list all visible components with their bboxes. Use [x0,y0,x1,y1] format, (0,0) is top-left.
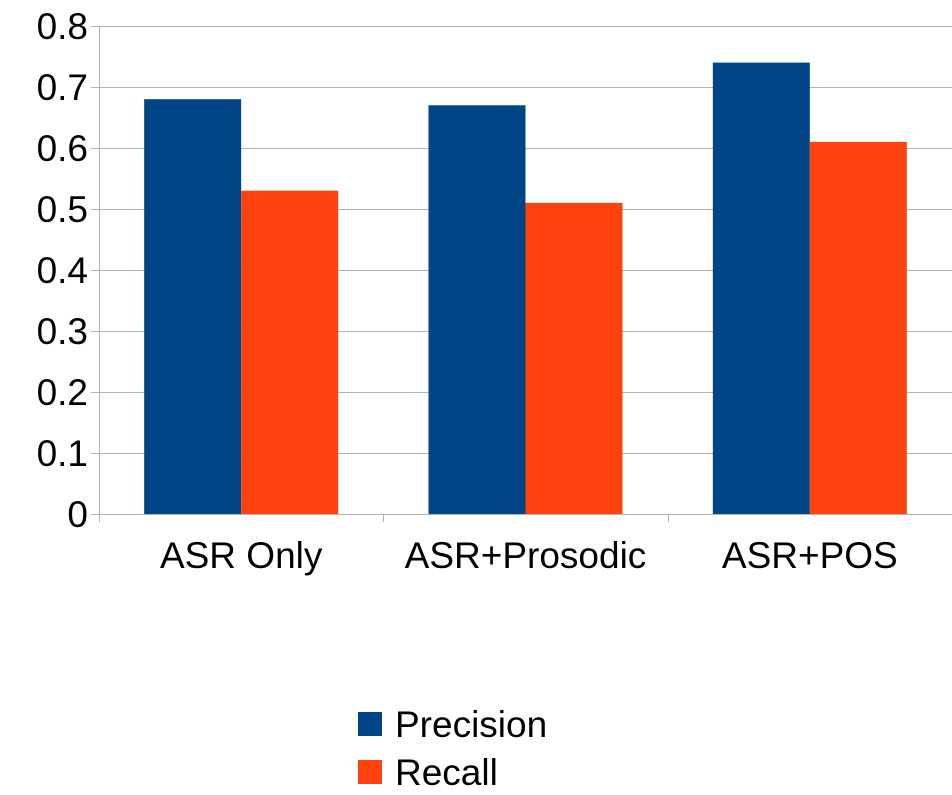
y-tick-label: 0.6 [37,128,88,169]
legend: Precision Recall [358,704,547,793]
y-tick-label: 0.7 [37,67,88,108]
legend-label-precision: Precision [395,704,547,745]
y-tick-label: 0 [67,494,88,535]
bar-recall-1 [525,202,623,514]
bar-precision-2 [712,62,810,514]
y-tick-label: 0.3 [37,311,88,352]
y-tick-label: 0.8 [37,6,88,47]
y-tick-label: 0.4 [37,250,88,291]
legend-swatch-recall [358,760,382,784]
y-tick-label: 0.5 [37,189,88,230]
bar-precision-1 [428,105,526,515]
y-axis-ticks: 0 0.1 0.2 0.3 0.4 0.5 0.6 0.7 0.8 [37,6,88,535]
bars [144,62,907,515]
legend-swatch-precision [358,712,382,736]
legend-label-recall: Recall [395,752,498,793]
bar-precision-0 [144,99,242,514]
x-category-label: ASR Only [160,535,323,576]
x-axis-categories: ASR Only ASR+Prosodic ASR+POS [160,535,898,576]
y-tick-label: 0.1 [37,433,88,474]
bar-recall-0 [241,190,339,514]
x-category-label: ASR+Prosodic [405,535,647,576]
axes [91,26,952,522]
bar-recall-2 [809,141,907,514]
y-tick-label: 0.2 [37,372,88,413]
x-category-label: ASR+POS [722,535,898,576]
